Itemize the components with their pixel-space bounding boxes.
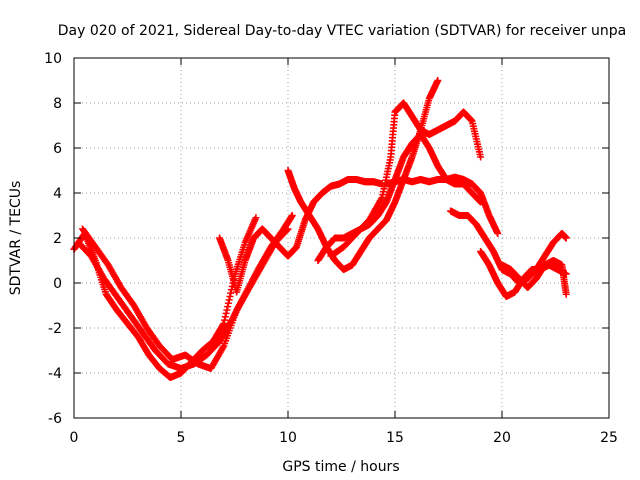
ticks-layer: 0 5 10 15 20 25 -6 -4 -2 0 2 4 6 8 10 bbox=[44, 51, 618, 446]
data-point-interp bbox=[124, 308, 132, 316]
y-tick-label: 8 bbox=[53, 96, 62, 112]
points-layer bbox=[70, 77, 570, 381]
data-point-interp bbox=[425, 97, 433, 105]
data-point-interp bbox=[562, 288, 570, 296]
data-point-interp bbox=[363, 218, 371, 226]
x-tick-label: 0 bbox=[70, 430, 79, 446]
y-tick-label: 10 bbox=[44, 51, 62, 67]
data-point-interp bbox=[391, 111, 399, 119]
data-point-interp bbox=[149, 344, 157, 352]
chart-title: Day 020 of 2021, Sidereal Day-to-day VTE… bbox=[58, 23, 626, 39]
x-tick-label: 20 bbox=[493, 430, 511, 446]
x-tick-label: 25 bbox=[600, 430, 618, 446]
data-point-interp bbox=[111, 290, 119, 298]
y-tick-label: -4 bbox=[48, 366, 62, 382]
x-tick-label: 15 bbox=[386, 430, 404, 446]
data-point-interp bbox=[476, 150, 484, 158]
data-point-interp bbox=[493, 228, 501, 236]
data-point-interp bbox=[232, 309, 240, 317]
data-point-interp bbox=[433, 78, 441, 86]
series-satellite-track-3 bbox=[79, 225, 292, 372]
data-point-interp bbox=[408, 155, 416, 163]
data-point-interp bbox=[288, 212, 296, 220]
data-point-interp bbox=[240, 241, 248, 249]
data-point-interp bbox=[301, 218, 309, 226]
series-satellite-track-1 bbox=[70, 214, 260, 381]
data-point-interp bbox=[219, 344, 227, 352]
series-satellite-track-4 bbox=[216, 176, 386, 296]
x-axis-title: GPS time / hours bbox=[282, 459, 399, 475]
data-point-interp bbox=[214, 339, 222, 347]
data-point-interp bbox=[85, 250, 93, 258]
data-point-interp bbox=[223, 255, 231, 263]
y-tick-label: -2 bbox=[48, 321, 62, 337]
data-point-interp bbox=[90, 240, 98, 248]
y-tick-label: 0 bbox=[53, 276, 62, 292]
data-point-interp bbox=[154, 339, 162, 347]
x-tick-label: 10 bbox=[279, 430, 297, 446]
data-point-interp bbox=[137, 326, 145, 334]
data-point-interp bbox=[128, 299, 136, 307]
data-point-interp bbox=[467, 116, 475, 124]
data-point-interp bbox=[283, 226, 291, 234]
data-point-interp bbox=[377, 195, 385, 203]
series-satellite-track-7 bbox=[327, 99, 485, 260]
data-point-interp bbox=[251, 216, 259, 224]
series-satellite-track-8 bbox=[382, 173, 502, 237]
data-point-interp bbox=[562, 234, 570, 242]
data-point-interp bbox=[282, 227, 290, 235]
y-tick-label: 6 bbox=[53, 141, 62, 157]
data-point-interp bbox=[101, 288, 109, 296]
y-tick-label: 2 bbox=[53, 231, 62, 247]
y-tick-label: -6 bbox=[48, 411, 62, 427]
data-point-interp bbox=[241, 259, 249, 267]
data-point-interp bbox=[102, 258, 110, 266]
x-tick-label: 5 bbox=[177, 430, 186, 446]
y-tick-label: 4 bbox=[53, 186, 62, 202]
data-point-interp bbox=[386, 156, 394, 164]
series-satellite-track-11 bbox=[498, 257, 570, 298]
y-axis-title: SDTVAR / TECUs bbox=[8, 181, 24, 296]
